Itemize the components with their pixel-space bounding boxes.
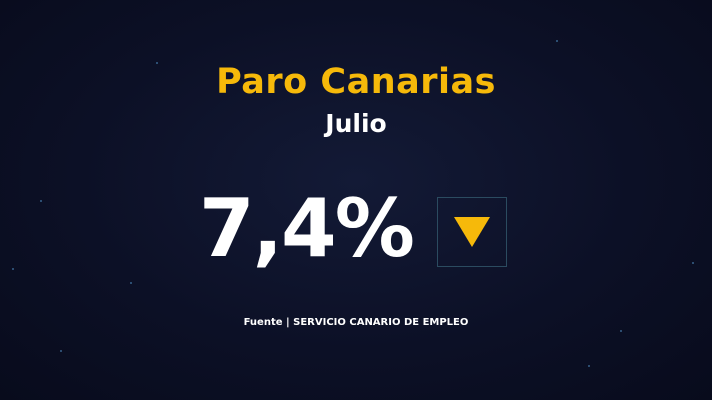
particle — [692, 262, 694, 264]
particle — [620, 330, 622, 332]
particle — [12, 268, 14, 270]
particle — [156, 62, 158, 64]
source-credit: Fuente | SERVICIO CANARIO DE EMPLEO — [243, 317, 469, 328]
graphic-subtitle: Julio — [325, 109, 387, 138]
particle — [588, 365, 590, 367]
unemployment-rate-value: 7,4% — [199, 182, 415, 275]
particle — [130, 282, 132, 284]
trend-indicator-box — [437, 197, 507, 267]
particle — [60, 350, 62, 352]
particle — [40, 200, 42, 202]
down-triangle-icon — [454, 217, 490, 247]
particle — [556, 40, 558, 42]
graphic-title: Paro Canarias — [216, 62, 496, 102]
